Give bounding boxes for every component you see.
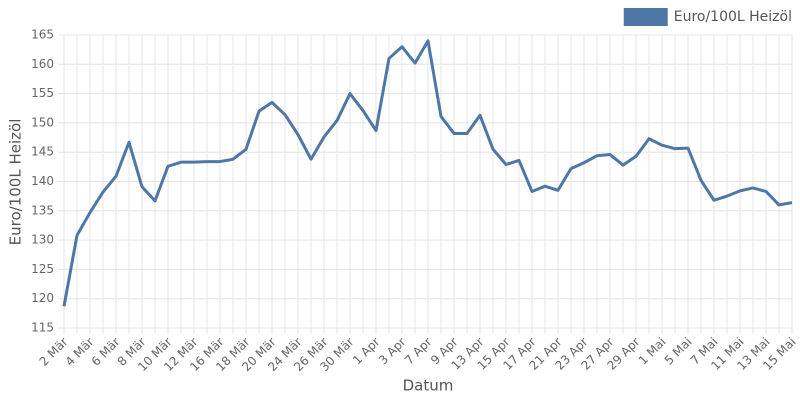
- x-tick-label: 1 Mai: [636, 335, 669, 368]
- data-line: [62, 39, 793, 307]
- y-tick-label: 120: [31, 291, 54, 305]
- y-tick-label: 135: [31, 203, 54, 217]
- legend-swatch: [623, 8, 668, 26]
- y-tick-label: 145: [31, 145, 54, 159]
- x-tick-label: 6 Mär: [89, 335, 123, 369]
- x-tick-label: 4 Mär: [63, 335, 97, 369]
- y-tick-label: 125: [31, 262, 54, 276]
- x-tick-label: 3 Apr: [376, 335, 409, 368]
- x-tick-label: 5 Mai: [662, 335, 695, 368]
- y-tick-label: 150: [31, 115, 54, 129]
- y-tick-label: 140: [31, 174, 54, 188]
- y-tick-label: 165: [31, 28, 54, 42]
- x-axis-title: Datum: [403, 377, 454, 395]
- y-tick-label: 155: [31, 86, 54, 100]
- x-tick-label: 2 Mär: [37, 335, 71, 369]
- x-tick-label: 1 Apr: [350, 335, 383, 368]
- x-tick-label: 7 Apr: [402, 335, 435, 368]
- legend-label: Euro/100L Heizöl: [674, 9, 792, 25]
- y-tick-label: 130: [31, 233, 54, 247]
- y-tick-label: 160: [31, 57, 54, 71]
- y-axis-title: Euro/100L Heizöl: [7, 119, 25, 246]
- y-tick-label: 115: [31, 321, 54, 335]
